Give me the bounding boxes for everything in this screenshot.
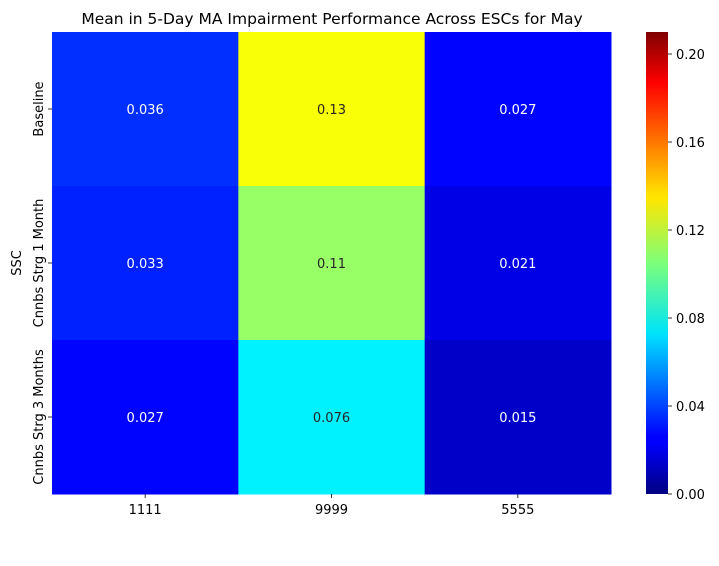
heatmap-cell-value: 0.027: [127, 411, 164, 426]
heatmap-cell: [52, 32, 239, 187]
heatmap-cell-value: 0.033: [127, 257, 164, 272]
x-tick-label: 1111: [129, 503, 162, 518]
heatmap-cell: [424, 32, 612, 187]
colorbar-ticks: 0.00 0.04 0.08 0.12 0.16 0.20: [668, 48, 705, 503]
heatmap-cell: [52, 340, 239, 495]
chart-title: Mean in 5-Day MA Impairment Performance …: [81, 10, 582, 28]
y-axis-ticks: Baseline Cnnbs Strg 1 Month Cnnbs Strg 3 M…: [32, 81, 52, 485]
colorbar: [646, 32, 668, 494]
heatmap-cell-value: 0.11: [317, 257, 346, 272]
y-tick-label: Baseline: [32, 81, 47, 136]
heatmap-cell-value: 0.021: [499, 257, 536, 272]
heatmap-cell: [52, 186, 239, 341]
heatmap-cell: [238, 340, 426, 495]
colorbar-tick-label: 0.08: [676, 312, 705, 327]
x-tick-label: 5555: [501, 503, 534, 518]
colorbar-tick-label: 0.12: [676, 224, 705, 239]
heatmap-cell: [238, 186, 426, 341]
colorbar-tick-label: 0.16: [676, 136, 705, 151]
y-tick-label: Cnnbs Strg 3 Months: [32, 349, 47, 485]
colorbar-tick-label: 0.04: [676, 400, 705, 415]
y-tick-label: Cnnbs Strg 1 Month: [32, 199, 47, 328]
heatmap-cell-value: 0.076: [313, 411, 350, 426]
heatmap-cell: [424, 340, 612, 495]
heatmap-cells: [52, 32, 612, 495]
heatmap-cell-value: 0.13: [317, 103, 346, 118]
heatmap-cell-value: 0.027: [499, 103, 536, 118]
heatmap-cell-labels: 0.036 0.13 0.027 0.033 0.11 0.021 0.027 0.076 0.…: [127, 103, 537, 426]
colorbar-tick-label: 0.00: [676, 488, 705, 503]
heatmap-cell-value: 0.015: [499, 411, 536, 426]
heatmap-cell: [424, 186, 612, 341]
colorbar-tick-label: 0.20: [676, 48, 705, 63]
x-axis-ticks: 1111 9999 5555: [129, 494, 534, 518]
y-axis-title: SSC: [10, 250, 25, 276]
x-tick-label: 9999: [315, 503, 348, 518]
heatmap-cell-value: 0.036: [127, 103, 164, 118]
heatmap-cell: [238, 32, 426, 187]
